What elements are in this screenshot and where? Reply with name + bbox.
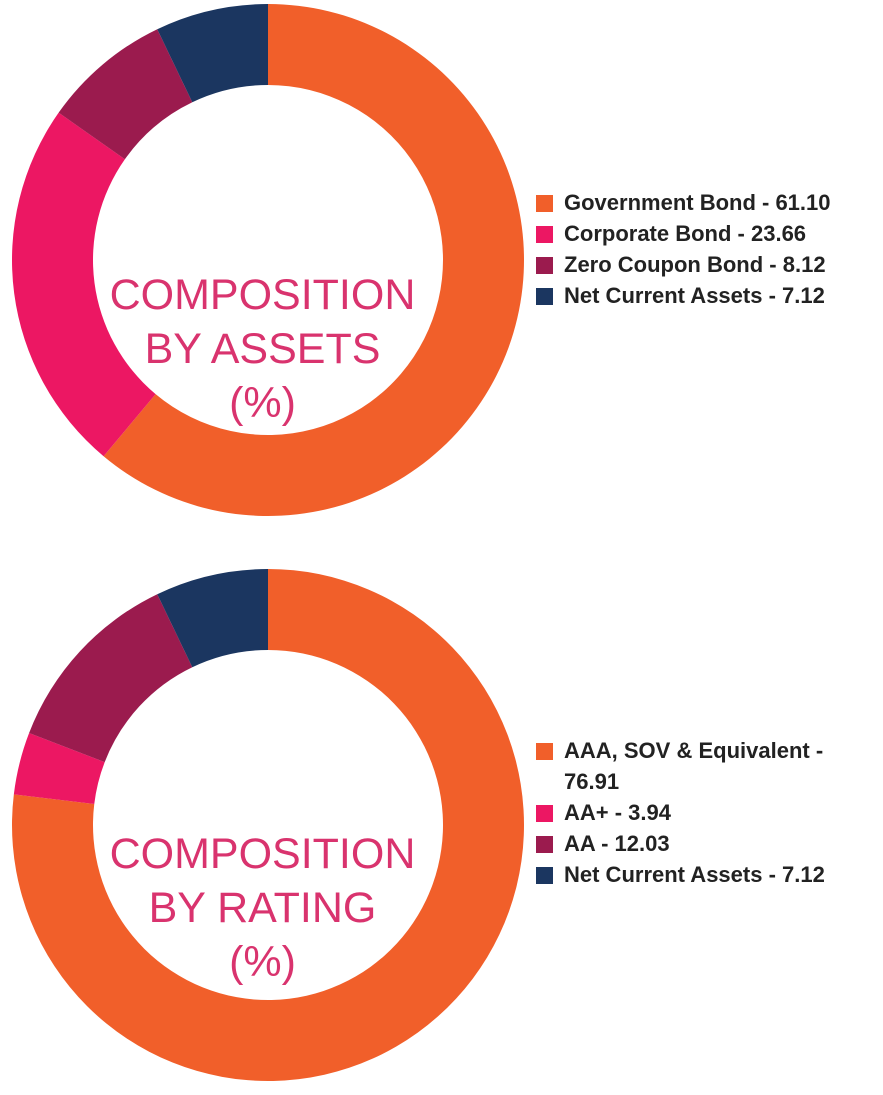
- legend-swatch: [536, 195, 553, 212]
- legend-swatch: [536, 805, 553, 822]
- legend-swatch: [536, 867, 553, 884]
- slice-corporate-bond: [11, 112, 156, 457]
- slice-government-bond: [103, 4, 525, 516]
- legend-swatch: [536, 257, 553, 274]
- assets-chart-title: COMPOSITION BY ASSETS (%): [100, 268, 425, 430]
- legend-swatch: [536, 836, 553, 853]
- legend-label: Government Bond - 61.10: [564, 190, 831, 215]
- slice-aaa-sov-equivalent: [11, 569, 524, 1081]
- legend-label: Zero Coupon Bond - 8.12: [564, 252, 826, 277]
- legend-item-net-current-assets: Net Current Assets - 7.12: [536, 280, 876, 311]
- legend-label: Net Current Assets - 7.12: [564, 283, 825, 308]
- slice-zero-coupon-bond: [58, 29, 193, 160]
- legend-item-corporate-bond: Corporate Bond - 23.66: [536, 218, 876, 249]
- assets-legend: Government Bond - 61.10 Corporate Bond -…: [536, 187, 876, 311]
- rating-title-line-2: BY RATING: [148, 884, 377, 932]
- legend-swatch: [536, 743, 553, 760]
- legend-swatch: [536, 226, 553, 243]
- slice-net-current-assets: [157, 4, 268, 103]
- legend-item-aa: AA - 12.03: [536, 828, 876, 859]
- legend-item-zero-coupon-bond: Zero Coupon Bond - 8.12: [536, 249, 876, 280]
- legend-label: Net Current Assets - 7.12: [564, 862, 825, 887]
- assets-donut: [11, 4, 525, 516]
- legend-label: AA+ - 3.94: [564, 800, 671, 825]
- legend-label: AA - 12.03: [564, 831, 670, 856]
- slice-net-current-assets: [157, 569, 268, 668]
- legend-swatch: [536, 288, 553, 305]
- assets-title-line-2: BY ASSETS: [144, 325, 381, 373]
- assets-title-line-3: (%): [229, 379, 296, 427]
- slice-aa: [13, 733, 105, 805]
- rating-chart-title: COMPOSITION BY RATING (%): [100, 827, 425, 989]
- assets-title-line-1: COMPOSITION: [109, 271, 416, 319]
- legend-item-net-current-assets: Net Current Assets - 7.12: [536, 859, 876, 890]
- composition-by-assets-chart: COMPOSITION BY ASSETS (%) Government Bon…: [0, 0, 883, 530]
- legend-item-aaa-sov-equivalent: AAA, SOV & Equivalent - 76.91: [536, 735, 876, 797]
- slice-aa: [29, 594, 193, 763]
- legend-item-aa-plus: AA+ - 3.94: [536, 797, 876, 828]
- rating-donut: [11, 569, 524, 1081]
- legend-item-government-bond: Government Bond - 61.10: [536, 187, 876, 218]
- rating-title-line-3: (%): [229, 938, 296, 986]
- rating-legend: AAA, SOV & Equivalent - 76.91 AA+ - 3.94…: [536, 735, 876, 890]
- legend-label: Corporate Bond - 23.66: [564, 221, 807, 246]
- composition-by-rating-chart: COMPOSITION BY RATING (%) AAA, SOV & Equ…: [0, 565, 883, 1095]
- rating-title-line-1: COMPOSITION: [109, 830, 416, 878]
- legend-label: AAA, SOV & Equivalent - 76.91: [564, 738, 824, 794]
